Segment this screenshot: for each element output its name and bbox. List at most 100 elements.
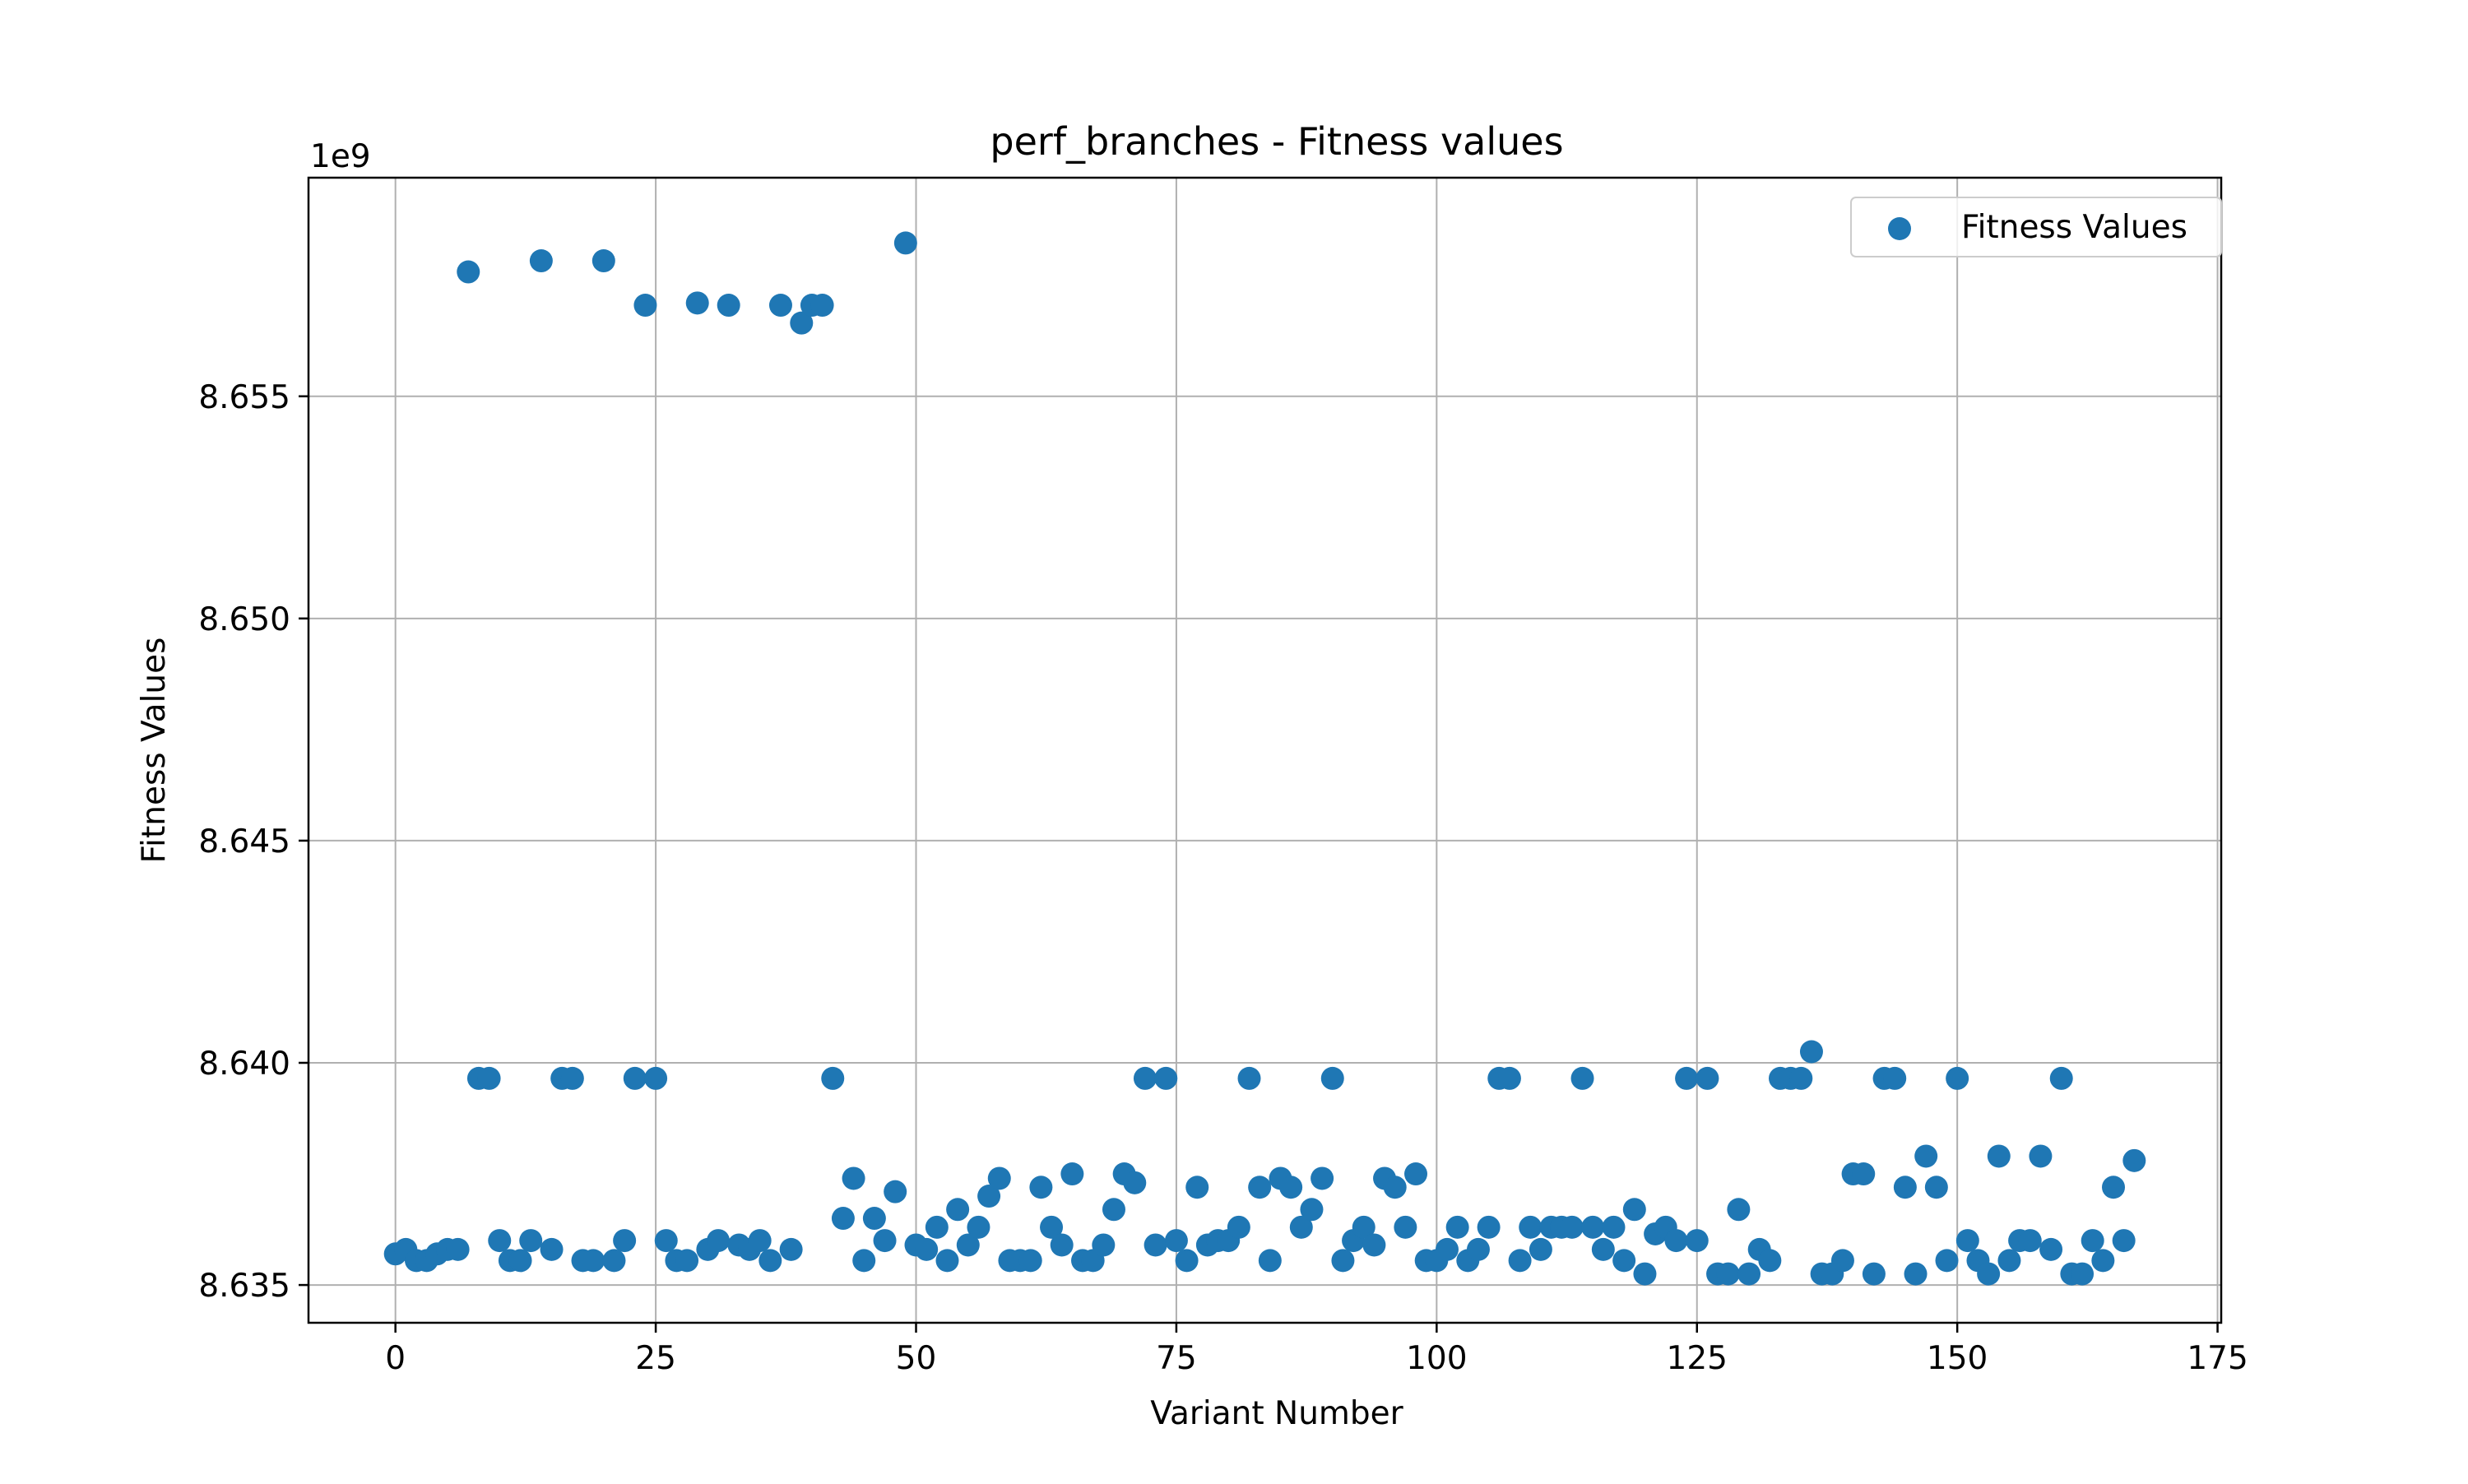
data-point xyxy=(1435,1237,1459,1261)
legend-marker xyxy=(1888,217,1911,240)
data-point xyxy=(1060,1162,1084,1186)
data-point xyxy=(748,1229,772,1253)
data-point xyxy=(1904,1262,1928,1286)
data-point xyxy=(977,1185,1001,1208)
data-point xyxy=(2039,1237,2063,1261)
data-point xyxy=(1404,1162,1428,1186)
data-point xyxy=(2029,1144,2053,1168)
y-tick-label: 8.655 xyxy=(198,379,290,416)
data-point xyxy=(2091,1249,2115,1273)
data-point xyxy=(831,1207,855,1231)
data-point xyxy=(987,1166,1011,1190)
x-tick-label: 125 xyxy=(1667,1340,1728,1377)
data-point xyxy=(1622,1198,1646,1222)
data-point xyxy=(1279,1176,1303,1199)
data-point xyxy=(1997,1249,2021,1273)
y-axis-offset-label: 1e9 xyxy=(310,138,371,175)
data-point xyxy=(1664,1229,1688,1253)
data-point xyxy=(1612,1249,1636,1273)
data-point xyxy=(1955,1229,1979,1253)
data-point xyxy=(1466,1237,1490,1261)
data-point xyxy=(633,294,657,318)
data-point xyxy=(758,1249,782,1273)
data-point xyxy=(446,1237,470,1261)
data-point xyxy=(1383,1176,1407,1199)
y-tick-label: 8.650 xyxy=(198,601,290,638)
data-point xyxy=(1445,1215,1469,1239)
data-point xyxy=(1164,1229,1188,1253)
x-tick-label: 150 xyxy=(1927,1340,1988,1377)
data-point xyxy=(1331,1249,1355,1273)
x-tick-label: 25 xyxy=(635,1340,676,1377)
data-point xyxy=(842,1166,865,1190)
data-point xyxy=(1029,1176,1053,1199)
y-axis-label: Fitness Values xyxy=(136,638,173,864)
y-tick-label: 8.640 xyxy=(198,1046,290,1083)
data-point xyxy=(1320,1066,1344,1090)
data-point xyxy=(529,249,553,273)
data-point xyxy=(1133,1066,1157,1090)
data-point xyxy=(1716,1262,1740,1286)
data-point xyxy=(591,249,615,273)
y-axis: 8.635 8.640 8.645 8.650 8.655 xyxy=(198,379,308,1305)
data-point xyxy=(1477,1215,1501,1239)
plot-frame xyxy=(307,176,2223,1324)
data-point xyxy=(1154,1066,1178,1090)
data-point xyxy=(1497,1066,1521,1090)
x-axis: 0 25 50 75 100 125 150 175 xyxy=(385,1323,2248,1377)
data-point xyxy=(1685,1229,1709,1253)
data-point xyxy=(2071,1262,2095,1286)
x-tick-label: 100 xyxy=(1406,1340,1467,1377)
data-point xyxy=(1123,1171,1147,1194)
data-point xyxy=(1508,1249,1532,1273)
data-point xyxy=(654,1229,678,1253)
data-point xyxy=(623,1066,647,1090)
data-point xyxy=(1237,1066,1261,1090)
data-point xyxy=(1570,1066,1594,1090)
data-point xyxy=(1581,1215,1605,1239)
data-point xyxy=(935,1249,959,1273)
data-point xyxy=(1040,1215,1064,1239)
x-tick-label: 75 xyxy=(1156,1340,1197,1377)
data-point xyxy=(1227,1215,1250,1239)
data-point xyxy=(1362,1233,1386,1257)
data-point xyxy=(893,231,917,255)
data-point xyxy=(1893,1176,1917,1199)
data-point xyxy=(1696,1066,1719,1090)
data-point xyxy=(1852,1162,1876,1186)
data-point xyxy=(1789,1066,1813,1090)
x-tick-label: 0 xyxy=(385,1340,406,1377)
data-point xyxy=(1924,1176,1948,1199)
data-point xyxy=(1987,1144,2011,1168)
data-point xyxy=(967,1215,990,1239)
data-point xyxy=(488,1229,512,1253)
data-point xyxy=(1289,1215,1313,1239)
data-point xyxy=(1519,1215,1542,1239)
data-point xyxy=(1758,1249,1782,1273)
data-point xyxy=(1675,1066,1699,1090)
data-point xyxy=(810,294,834,318)
data-point xyxy=(685,291,709,315)
data-point xyxy=(644,1066,668,1090)
data-point xyxy=(925,1215,949,1239)
data-point xyxy=(477,1066,501,1090)
data-point xyxy=(519,1229,543,1253)
data-point xyxy=(1914,1144,1938,1168)
data-point xyxy=(1300,1198,1324,1222)
data-point xyxy=(1727,1198,1751,1222)
data-point xyxy=(779,1237,803,1261)
data-point xyxy=(2018,1229,2042,1253)
data-point xyxy=(2102,1176,2126,1199)
legend: Fitness Values xyxy=(1850,197,2222,257)
data-point xyxy=(1799,1040,1823,1064)
data-point xyxy=(2112,1229,2136,1253)
data-point xyxy=(852,1249,876,1273)
data-point xyxy=(1258,1249,1282,1273)
data-point xyxy=(1311,1166,1334,1190)
data-point xyxy=(1102,1198,1125,1222)
data-point xyxy=(1591,1237,1615,1261)
data-point xyxy=(2049,1066,2073,1090)
data-point xyxy=(1602,1215,1626,1239)
data-point xyxy=(560,1066,584,1090)
